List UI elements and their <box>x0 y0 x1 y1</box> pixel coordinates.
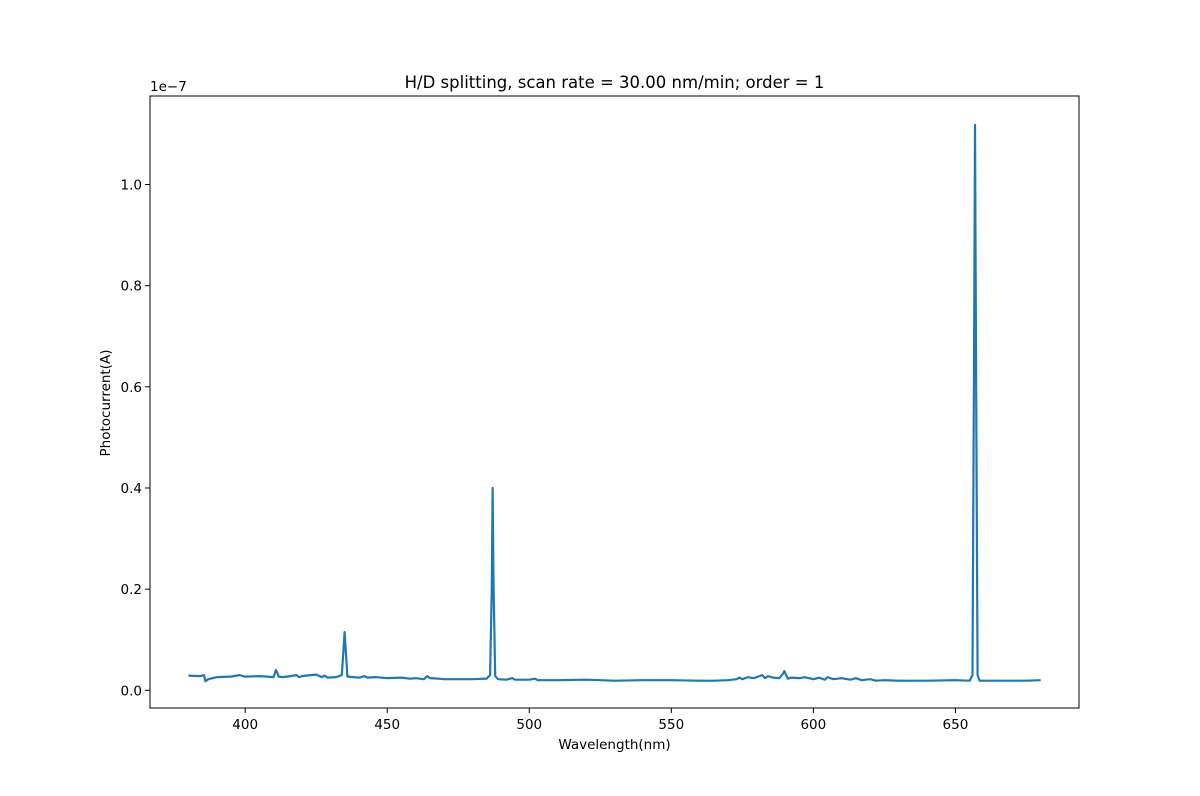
y-tick-label: 0.8 <box>121 279 142 295</box>
axes-frame <box>149 95 1080 709</box>
y-axis-offset-label: 1e−7 <box>150 79 187 95</box>
series-line-0 <box>188 123 1041 683</box>
y-tick-label: 1.0 <box>121 178 142 194</box>
x-axis-label: Wavelength(nm) <box>558 737 670 753</box>
x-tick-label: 400 <box>232 717 258 733</box>
y-tick-label: 0.2 <box>121 582 142 598</box>
y-tick-label: 0.4 <box>121 481 142 497</box>
chart-title: H/D splitting, scan rate = 30.00 nm/min;… <box>405 73 825 92</box>
plot-area <box>188 123 1041 683</box>
x-tick-label: 500 <box>516 717 542 733</box>
x-axis-ticks: 400 450 500 550 600 650 <box>232 708 968 733</box>
x-tick-label: 550 <box>658 717 684 733</box>
x-tick-label: 650 <box>943 717 969 733</box>
y-axis-label: Photocurrent(A) <box>98 350 114 457</box>
y-axis-ticks: 0.0 0.2 0.4 0.6 0.8 1.0 <box>121 178 150 699</box>
y-tick-label: 0.0 <box>121 683 142 699</box>
x-tick-label: 450 <box>374 717 400 733</box>
x-tick-label: 600 <box>800 717 826 733</box>
y-tick-label: 0.6 <box>121 380 142 396</box>
